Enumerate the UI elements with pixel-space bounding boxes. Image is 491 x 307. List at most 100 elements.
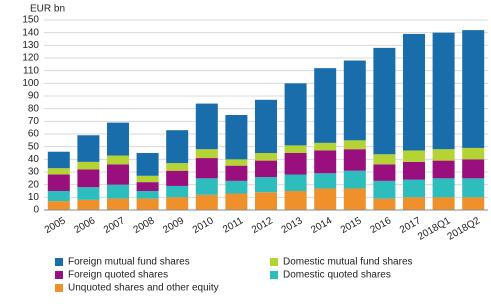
bar-segment: [373, 164, 396, 181]
bar-segment: [432, 149, 455, 161]
x-tick-label: 2011: [221, 215, 246, 235]
x-tick-label: 2009: [161, 215, 186, 236]
bar-segment: [462, 178, 485, 198]
bar-segment: [403, 33, 425, 151]
bar-segment: [225, 159, 248, 166]
bar-segment: [136, 191, 159, 199]
bar-segment: [47, 174, 70, 191]
bar-segment: [403, 161, 425, 180]
x-tick-label: 2013: [280, 215, 305, 236]
bar-segment: [195, 194, 218, 210]
y-tick-label: 20: [28, 179, 40, 190]
bar-segment: [255, 99, 277, 153]
bar-segment: [343, 170, 366, 189]
bar-segment: [284, 153, 307, 175]
bar-segment: [462, 30, 485, 148]
y-tick-label: 10: [28, 192, 40, 203]
bar-segment: [195, 158, 218, 179]
bar-segment: [195, 149, 218, 159]
y-tick-label: 30: [28, 167, 40, 178]
bar-segment: [166, 185, 189, 198]
bar-segment: [225, 165, 248, 181]
bar-segment: [107, 184, 129, 199]
bar-segment: [47, 191, 70, 202]
bar-segment: [462, 159, 485, 179]
x-tick-label: 2006: [72, 215, 97, 236]
bar-segment: [432, 32, 455, 150]
bar-segment: [47, 168, 70, 175]
bar-segment: [255, 153, 277, 161]
bar-segment: [403, 197, 425, 210]
bar-segment: [77, 187, 100, 200]
bar-segment: [314, 68, 337, 143]
y-tick-label: 40: [28, 154, 40, 165]
bar-segment: [225, 115, 248, 160]
x-tick-label: 2007: [102, 215, 127, 236]
bar-segment: [77, 135, 100, 162]
bar-segment: [166, 170, 189, 186]
x-tick-label: 2008: [132, 215, 157, 236]
bar-segment: [77, 199, 100, 210]
x-tick-label: 2005: [43, 215, 68, 236]
legend-label: Foreign mutual fund shares: [68, 257, 190, 268]
bar-segment: [107, 164, 129, 185]
legend-swatch: [270, 258, 278, 266]
x-tick-label: 2018Q1: [416, 215, 453, 243]
bar-segment: [107, 122, 129, 156]
bar-segment: [343, 60, 366, 141]
bar-segment: [77, 169, 100, 188]
bar-segment: [47, 151, 70, 169]
bar-segment: [314, 142, 337, 151]
bar-segment: [373, 180, 396, 199]
bar-segment: [314, 150, 337, 174]
x-tick-label: 2014: [309, 215, 334, 236]
legend-label: Domestic quoted shares: [283, 270, 391, 281]
y-tick-label: 100: [22, 78, 39, 89]
y-tick-label: 70: [28, 116, 40, 127]
x-tick-label: 2010: [191, 215, 216, 236]
bar-segment: [343, 149, 366, 171]
y-tick-label: 120: [22, 53, 39, 64]
bar-segment: [225, 193, 248, 210]
bar-segment: [373, 198, 396, 210]
bar-segment: [136, 182, 159, 191]
legend-label: Unquoted shares and other equity: [68, 283, 219, 294]
y-axis-label: EUR bn: [30, 4, 65, 15]
bar-segment: [373, 154, 396, 165]
bar-segment: [432, 197, 455, 210]
x-tick-label: 2012: [250, 215, 275, 236]
bar-segment: [462, 197, 485, 210]
bar-segment: [255, 192, 277, 210]
bar-segment: [284, 83, 307, 146]
bar-segment: [166, 163, 189, 171]
y-tick-label: 130: [22, 40, 39, 51]
y-tick-label: 110: [23, 65, 39, 76]
bar-segment: [373, 47, 396, 155]
bar-segment: [47, 201, 70, 210]
y-tick-label: 90: [28, 91, 40, 102]
bar-segment: [284, 191, 307, 210]
legend-swatch: [55, 271, 63, 279]
bar-segment: [314, 173, 337, 189]
legend-swatch: [55, 258, 63, 266]
bar-segment: [403, 179, 425, 198]
legend-label: Domestic mutual fund shares: [283, 257, 413, 268]
x-tick-label: 2018Q2: [446, 215, 483, 243]
bar-segment: [225, 180, 248, 194]
legend-swatch: [55, 284, 63, 292]
bar-segment: [432, 178, 455, 198]
y-tick-label: 0: [33, 205, 39, 216]
bar-segment: [107, 198, 129, 210]
bar-segment: [136, 198, 159, 210]
bar-segment: [77, 161, 100, 170]
bar-segment: [255, 177, 277, 193]
y-tick-label: 60: [28, 129, 40, 140]
x-tick-label: 2015: [339, 215, 364, 236]
bar-segment: [255, 160, 277, 178]
bar-segment: [403, 150, 425, 162]
bar-segment: [284, 174, 307, 191]
legend-label: Foreign quoted shares: [68, 270, 168, 281]
bar-segment: [343, 188, 366, 210]
bar-segment: [195, 103, 218, 150]
bar-segment: [314, 188, 337, 210]
